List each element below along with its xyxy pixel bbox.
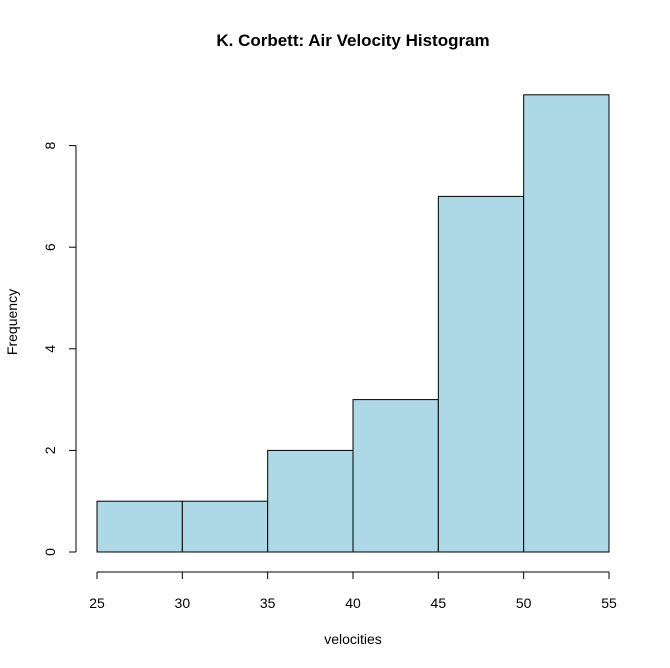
histogram-bar-45-50 [437, 195, 525, 553]
x-axis-label: velocities [324, 631, 382, 647]
x-axis: 25 30 35 40 45 50 55 [89, 571, 617, 611]
histogram-bar-40-45 [352, 399, 439, 553]
y-axis-label: Frequency [4, 289, 20, 355]
y-axis: 0 2 4 6 8 [42, 141, 77, 556]
y-tick-label: 2 [42, 446, 58, 454]
histogram-bar-25-30 [96, 500, 183, 553]
x-tick-label: 25 [89, 595, 105, 611]
x-tick-label: 55 [601, 595, 617, 611]
x-tick-label: 45 [431, 595, 447, 611]
histogram-bar-50-55 [523, 94, 610, 553]
histogram-bar-35-40 [267, 449, 354, 553]
x-tick-label: 30 [175, 595, 191, 611]
histogram-bar-30-35 [181, 500, 269, 553]
x-tick-label: 40 [345, 595, 361, 611]
y-tick-label: 4 [42, 345, 58, 353]
x-tick-label: 50 [516, 595, 532, 611]
x-tick-label: 35 [260, 595, 276, 611]
y-tick-label: 8 [42, 141, 58, 149]
y-tick-label: 6 [42, 243, 58, 251]
bars [96, 94, 610, 553]
chart-title: K. Corbett: Air Velocity Histogram [216, 31, 489, 50]
y-tick-label: 0 [42, 548, 58, 556]
